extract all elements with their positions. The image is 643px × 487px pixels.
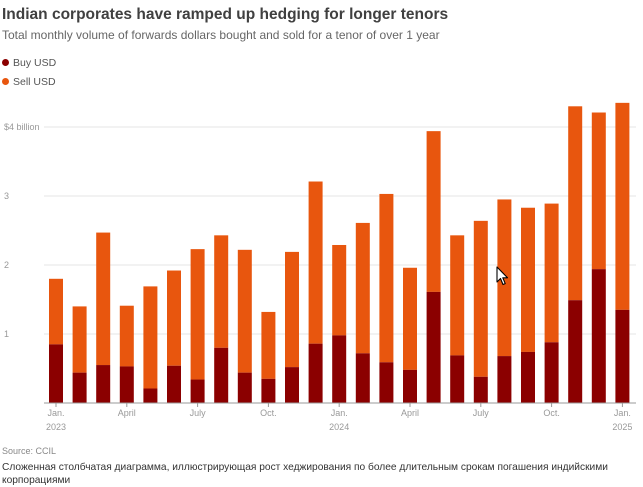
x-tick-label: Oct. [260,408,277,418]
legend-label-buy-usd: Buy USD [13,56,57,69]
chart-title: Indian corporates have ramped up hedging… [2,6,449,23]
bar-sell-usd [190,249,205,380]
bar-sell-usd [426,131,441,292]
x-tick-year-label: 2023 [46,422,66,432]
bar-buy-usd [450,355,465,403]
x-tick-label: Jan. [614,408,631,418]
bar-buy-usd [190,379,205,403]
legend-item-buy-usd: Buy USD [2,53,56,72]
bar-sell-usd [568,106,583,301]
x-tick-label: July [473,408,490,418]
legend-item-sell-usd: Sell USD [2,72,56,91]
bar-buy-usd [591,269,606,403]
x-tick-label: July [190,408,207,418]
bar-sell-usd [261,311,276,379]
bar-buy-usd [237,372,252,403]
bar-sell-usd [237,249,252,373]
bar-buy-usd [119,366,134,403]
bar-buy-usd [544,342,559,403]
x-tick-year-label: 2024 [329,422,349,432]
bar-sell-usd [119,305,134,367]
y-tick-label: 2 [4,260,9,270]
bar-buy-usd [49,344,63,403]
legend-swatch-sell-usd [2,78,9,85]
bar-buy-usd [403,369,417,403]
bar-sell-usd [591,112,606,270]
chart-caption: Сложенная столбчатая диаграмма, иллюстри… [2,462,608,486]
bar-sell-usd [521,207,535,352]
bar-buy-usd [143,388,158,403]
bar-buy-usd [72,372,87,403]
bar-sell-usd [473,220,488,377]
bar-buy-usd [167,365,181,403]
bar-buy-usd [355,353,370,403]
bar-sell-usd [355,222,370,354]
bar-sell-usd [450,235,465,356]
bar-buy-usd [379,362,394,403]
y-tick-label: 3 [4,191,9,201]
bar-sell-usd [285,251,299,368]
chart-subtitle: Total monthly volume of forwards dollars… [2,28,440,42]
legend-label-sell-usd: Sell USD [13,75,56,88]
bar-sell-usd [332,244,347,336]
bar-buy-usd [615,309,630,403]
mouse-pointer-icon [496,266,509,286]
bar-sell-usd [308,181,323,344]
legend: Buy USD Sell USD [2,53,56,91]
stacked-bar-chart: 1 2 3 $4 billion Jan. 2023 April July Oct. Jan. 20… [4,102,636,432]
y-tick-label: $4 billion [4,122,40,132]
x-tick-label: Jan. [47,408,64,418]
bar-buy-usd [285,367,299,403]
bar-buy-usd [332,335,347,403]
x-tick-label: April [401,408,419,418]
bar-buy-usd [497,356,512,403]
bar-sell-usd [379,193,394,363]
bar-sell-usd [403,267,417,370]
bar-buy-usd [521,351,535,403]
y-tick-label: 1 [4,329,9,339]
bar-sell-usd [167,270,181,366]
bar-buy-usd [96,365,111,403]
source-note: Source: CCIL [2,446,57,456]
x-tick-label: Jan. [331,408,348,418]
bar-sell-usd [615,102,630,310]
bar-sell-usd [544,203,559,343]
bar-sell-usd [72,306,87,373]
bar-buy-usd [568,300,583,403]
bar-sell-usd [214,235,229,348]
bar-sell-usd [96,232,111,366]
bar-buy-usd [473,376,488,403]
legend-swatch-buy-usd [2,59,9,66]
bar-buy-usd [214,347,229,403]
x-tick-label: Oct. [543,408,560,418]
bar-buy-usd [308,343,323,403]
bar-buy-usd [261,378,276,403]
x-tick-label: April [118,408,136,418]
bar-buy-usd [426,291,441,403]
bar-sell-usd [49,278,63,345]
x-tick-year-label: 2025 [612,422,632,432]
bar-sell-usd [143,286,158,389]
